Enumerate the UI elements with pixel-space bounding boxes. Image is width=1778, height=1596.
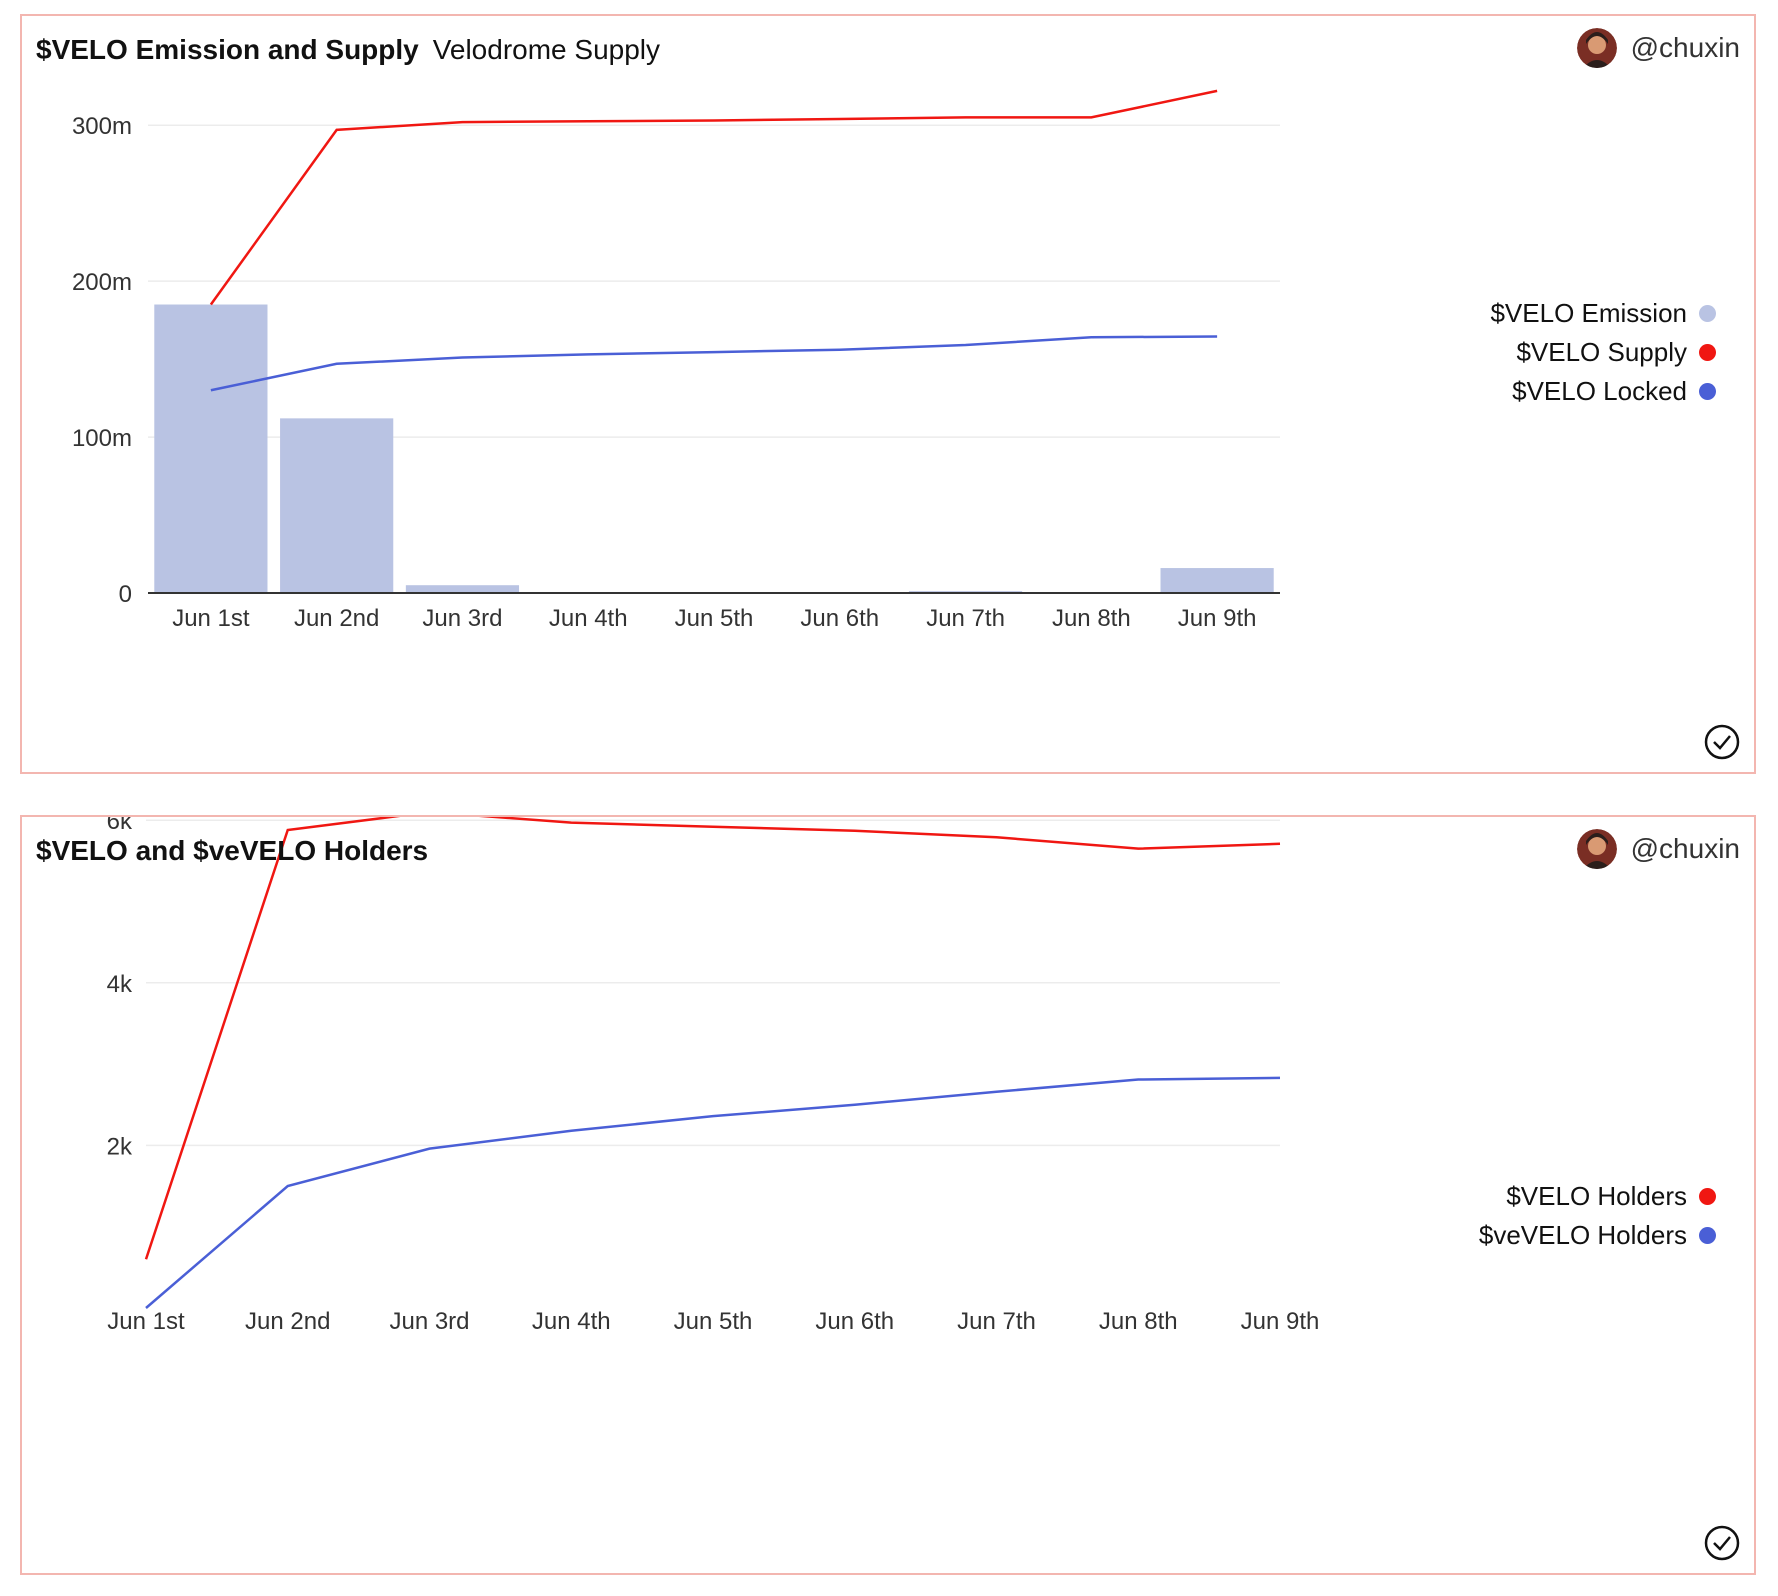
chart-panel-emission-supply: 0 100m 200m 300m Jun 1st Jun 2nd Jun 3rd Jun 4t… [20,14,1756,774]
emission-bar [154,304,268,593]
legend-item-velo-holders[interactable]: $VELO Holders [1479,1177,1716,1216]
chart-legend: $VELO Emission $VELO Supply $VELO Locked [1490,294,1716,411]
author-name: @chuxin [1630,833,1740,864]
x-tick-label: Jun 6th [800,605,879,632]
chart-legend: $VELO Holders $veVELO Holders [1479,1177,1716,1255]
x-tick-label: Jun 5th [674,1308,753,1335]
legend-item-locked[interactable]: $VELO Locked [1490,372,1716,411]
legend-swatch [1699,1188,1716,1205]
y-tick-label: 2k [107,1133,133,1160]
series-line-locked [145,1076,1281,1309]
series-line-locked [210,335,1218,392]
series-line-supply [144,817,1281,1260]
x-tick-label: Jun 7th [957,1308,1036,1335]
emission-bar [1160,568,1274,593]
x-tick-label: Jun 8th [1099,1308,1178,1335]
legend-swatch [1699,383,1716,400]
y-tick-label: 200m [72,269,132,296]
x-tick-label: Jun 1st [107,1308,185,1335]
avatar-image [1576,829,1617,869]
x-tick-label: Jun 2nd [245,1308,330,1335]
emission-bar [405,585,520,593]
emission-bar [280,418,394,593]
avatar [1576,829,1617,869]
verified-check-icon[interactable] [1704,724,1740,760]
x-tick-label: Jun 4th [532,1308,611,1335]
verified-check-icon[interactable] [1704,1525,1740,1561]
legend-item-vevelo-holders[interactable]: $veVELO Holders [1479,1216,1716,1255]
x-tick-label: Jun 2nd [294,605,379,632]
chart-title: $VELO Emission and Supply [36,34,419,65]
x-tick-label: Jun 6th [815,1308,894,1335]
x-tick-label: Jun 9th [1178,605,1257,632]
chart-subtitle: Velodrome Supply [432,34,661,65]
author-link[interactable]: @chuxin [1576,829,1740,869]
legend-label: $VELO Locked [1512,376,1687,406]
author-name: @chuxin [1630,32,1740,63]
avatar-image [1576,28,1617,68]
chart-title-row: $VELO and $veVELO Holders [36,835,428,867]
holders-chart: 2k 4k 6k Jun 1st Jun 2nd Jun 3rd Jun 4th Jun 5t… [107,817,1320,1335]
x-tick-label: Jun 8th [1052,605,1131,632]
legend-swatch [1699,305,1716,322]
y-tick-label: 4k [107,971,133,998]
x-tick-label: Jun 3rd [389,1308,469,1335]
legend-item-emission[interactable]: $VELO Emission [1490,294,1716,333]
series-line-supply [209,89,1218,306]
avatar [1576,28,1617,68]
legend-label: $VELO Supply [1516,337,1687,367]
legend-item-supply[interactable]: $VELO Supply [1490,333,1716,372]
legend-swatch [1699,1227,1716,1244]
emission-supply-chart: 0 100m 200m 300m Jun 1st Jun 2nd Jun 3rd Jun 4t… [72,89,1280,632]
y-tick-label: 0 [119,581,132,608]
chart-panel-holders: 2k 4k 6k Jun 1st Jun 2nd Jun 3rd Jun 4th Jun 5t… [20,815,1756,1575]
x-tick-label: Jun 3rd [422,605,502,632]
chart-title: $VELO and $veVELO Holders [36,835,429,866]
chart-title-row: $VELO Emission and Supply Velodrome Suppl… [36,34,660,66]
legend-label: $VELO Emission [1490,298,1687,328]
legend-label: $VELO Holders [1506,1181,1687,1211]
x-tick-label: Jun 9th [1241,1308,1320,1335]
y-tick-label: 6k [107,817,133,835]
x-tick-label: Jun 7th [926,605,1005,632]
legend-label: $veVELO Holders [1478,1220,1687,1250]
x-tick-label: Jun 5th [675,605,754,632]
legend-swatch [1699,344,1716,361]
x-tick-label: Jun 4th [549,605,628,632]
y-tick-label: 100m [72,425,132,452]
author-link[interactable]: @chuxin [1576,28,1740,68]
x-tick-label: Jun 1st [172,605,250,632]
y-tick-label: 300m [72,113,132,140]
